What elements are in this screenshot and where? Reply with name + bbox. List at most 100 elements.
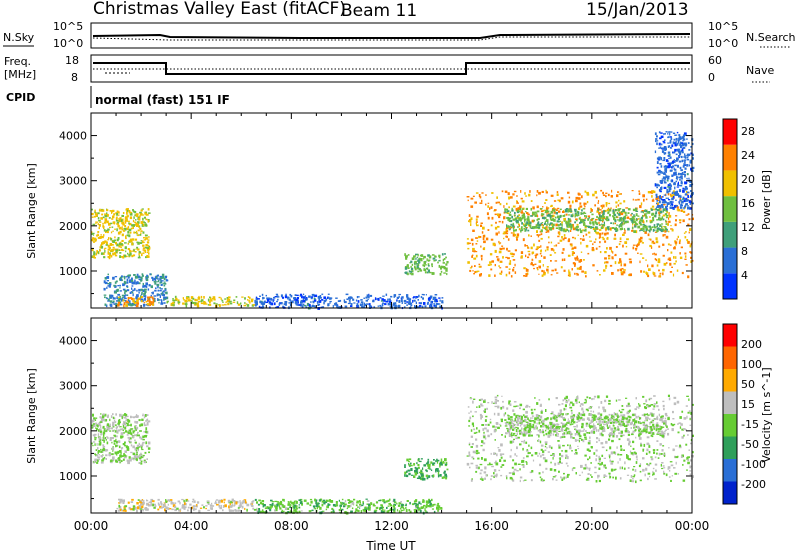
velocity-cell [351,507,354,510]
velocity-cell [396,509,399,512]
power-cell [97,217,100,220]
velocity-cell [580,403,583,406]
velocity-cell [654,463,658,466]
velocity-cell [101,459,103,462]
power-cell [618,193,621,195]
power-cell [536,210,540,213]
velocity-cell [415,467,419,471]
power-cell [116,221,120,224]
velocity-cell [496,394,499,397]
power-cell [609,214,611,217]
power-cell [669,271,673,273]
power-cell [127,209,129,212]
power-cell [606,216,609,220]
power-cell [314,306,317,308]
velocity-cell [140,460,143,462]
velocity-cell [556,423,559,426]
power-cell [467,261,470,264]
power-cell [612,215,615,218]
power-cell [121,297,124,299]
power-cell [602,204,605,208]
velocity-cell [687,411,690,414]
power-cell [653,272,655,274]
velocity-cell [94,438,97,441]
velocity-cell [516,455,518,457]
power-cell [124,246,127,250]
power-cell [93,237,97,241]
power-cell [116,238,119,242]
velocity-cell [339,507,342,510]
power-cell [516,238,518,241]
velocity-cell [142,454,145,457]
power-cell [312,300,315,303]
velocity-cell [278,502,280,505]
power-cell [131,243,134,246]
power-cell [661,171,663,174]
power-cell [145,256,147,259]
velocity-cell [386,506,388,509]
velocity-cell [373,510,377,514]
power-cell [632,222,634,225]
power-cell [569,219,572,223]
power-cell [649,216,651,218]
power-cell [547,207,550,209]
velocity-cell [567,444,569,447]
power-cell [591,218,594,221]
power-cell [545,189,547,192]
power-cell [528,220,530,223]
power-cell [690,260,693,263]
velocity-cell [647,463,650,467]
velocity-cell [475,431,478,434]
power-cell [154,289,157,292]
power-cell [670,225,672,227]
power-cell [678,201,681,204]
power-cell [669,142,672,144]
velocity-cell [93,433,97,436]
power-cell [683,132,687,135]
velocity-cell [494,474,497,477]
power-cell [558,232,561,236]
power-cell [644,231,647,234]
velocity-cell [613,417,615,419]
velocity-cell [206,500,210,503]
velocity-cell [429,468,432,470]
power-cell [670,179,673,182]
power-cell [141,273,144,275]
power-cell [520,219,522,222]
velocity-cell [193,500,196,503]
power-cell [472,247,475,251]
power-cell [142,249,145,251]
velocity-cell [256,510,259,512]
power-cell [585,233,588,236]
velocity-cell [616,414,619,416]
power-cell [551,215,554,218]
power-cell [648,229,651,233]
power-cell [125,294,128,296]
power-cell [629,218,631,220]
power-cell [446,261,449,264]
power-cell [136,241,139,244]
power-cell [92,234,95,236]
power-cell [659,190,662,193]
velocity-cell [98,440,101,443]
velocity-cell [126,459,130,462]
power-cell [623,222,625,225]
power-cell [289,298,291,302]
power-cell [593,241,596,243]
power-cell [107,238,109,241]
power-cell [670,228,673,230]
power-cell [591,221,595,224]
velocity-cell [94,419,97,421]
power-cell [117,301,120,304]
velocity-cell [270,504,273,508]
power-cell [550,218,553,221]
power-cell [550,205,553,208]
power-cell [146,251,149,254]
velocity-cell [421,501,425,503]
power-cell [574,210,577,213]
power-cell [663,165,666,168]
velocity-cell [112,456,115,459]
power-cell [410,304,413,307]
power-cell [407,272,409,276]
velocity-cell [132,445,135,449]
